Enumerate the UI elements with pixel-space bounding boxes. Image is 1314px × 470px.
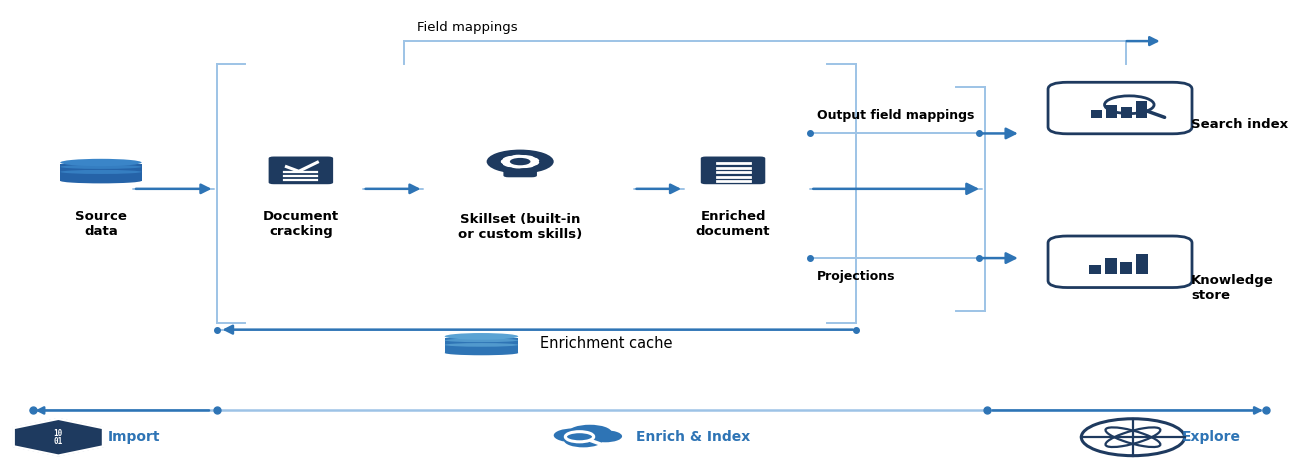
Circle shape (486, 149, 553, 173)
Text: Output field mappings: Output field mappings (817, 109, 974, 122)
Ellipse shape (444, 338, 518, 342)
FancyBboxPatch shape (268, 157, 334, 184)
Circle shape (568, 425, 612, 440)
Text: Skillset (built-in
or custom skills): Skillset (built-in or custom skills) (459, 213, 582, 241)
FancyBboxPatch shape (1049, 82, 1192, 134)
Circle shape (539, 159, 552, 164)
Text: Knowledge
store: Knowledge store (1190, 274, 1273, 302)
Circle shape (564, 433, 603, 447)
Circle shape (501, 151, 514, 156)
Bar (1135, 101, 1147, 118)
Ellipse shape (60, 178, 142, 183)
Text: Source
data: Source data (75, 210, 127, 238)
Bar (1135, 254, 1148, 274)
Circle shape (501, 167, 514, 172)
Ellipse shape (60, 165, 142, 169)
Text: Field mappings: Field mappings (417, 21, 518, 34)
Text: Enrich & Index: Enrich & Index (636, 430, 750, 444)
Circle shape (501, 155, 540, 169)
Bar (1105, 258, 1117, 274)
Polygon shape (13, 419, 102, 456)
Bar (1106, 105, 1117, 118)
FancyBboxPatch shape (503, 166, 537, 177)
Circle shape (533, 154, 545, 158)
Ellipse shape (444, 333, 518, 340)
FancyBboxPatch shape (444, 338, 518, 353)
Bar (1091, 110, 1102, 118)
Circle shape (490, 162, 503, 167)
FancyBboxPatch shape (700, 157, 765, 184)
Text: Import: Import (108, 430, 160, 444)
Text: Explore: Explore (1183, 430, 1240, 444)
Text: Enriched
document: Enriched document (696, 210, 770, 238)
Circle shape (518, 168, 531, 173)
Text: 01: 01 (54, 437, 63, 446)
Circle shape (510, 158, 531, 165)
Ellipse shape (60, 170, 142, 174)
Text: Document
cracking: Document cracking (263, 210, 339, 238)
Circle shape (589, 431, 622, 442)
Bar (1089, 265, 1101, 274)
Bar (1121, 107, 1131, 118)
Text: Projections: Projections (817, 270, 895, 282)
Text: Search index: Search index (1190, 118, 1288, 131)
Text: 10: 10 (54, 430, 63, 439)
Circle shape (518, 150, 531, 155)
Text: Enrichment cache: Enrichment cache (540, 336, 671, 351)
Circle shape (533, 165, 545, 170)
FancyBboxPatch shape (60, 164, 142, 181)
Ellipse shape (444, 343, 518, 347)
FancyBboxPatch shape (1049, 236, 1192, 288)
Circle shape (553, 429, 593, 442)
Ellipse shape (60, 159, 142, 166)
Ellipse shape (444, 351, 518, 355)
Circle shape (490, 156, 503, 161)
Bar (1120, 262, 1133, 274)
